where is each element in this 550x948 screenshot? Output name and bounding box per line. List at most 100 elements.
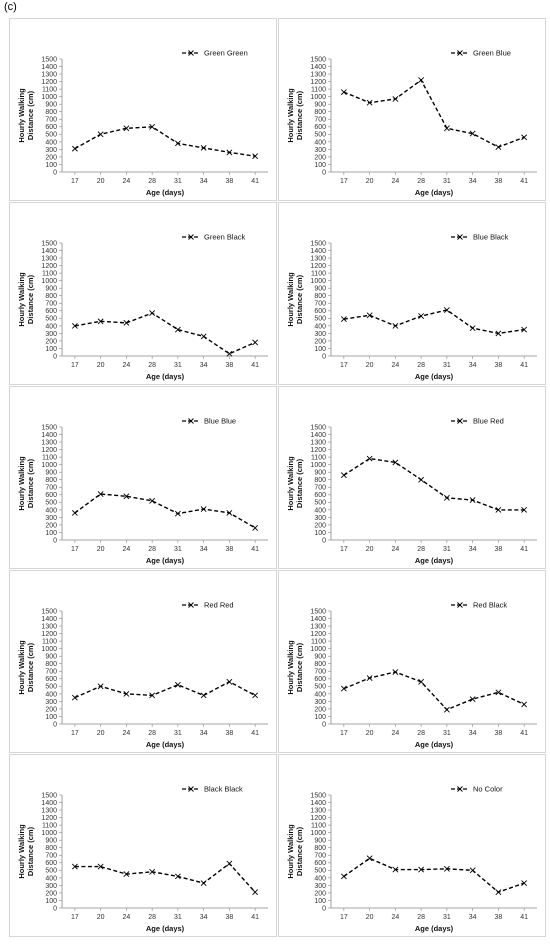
y-axis-label-line: Distance (cm): [295, 458, 304, 508]
data-point: [495, 689, 502, 696]
y-tick-label: 1400: [310, 800, 326, 807]
y-tick-label: 200: [314, 154, 326, 161]
x-tick-label: 20: [97, 546, 105, 553]
data-point: [149, 692, 156, 699]
data-point: [97, 863, 104, 870]
y-tick-label: 400: [314, 323, 326, 330]
y-tick-label: 1400: [41, 616, 57, 623]
data-point: [252, 889, 259, 896]
data-point: [340, 472, 347, 479]
x-tick-label: 34: [200, 730, 208, 737]
y-tick-label: 1300: [310, 71, 326, 78]
y-tick-label: 500: [45, 132, 57, 139]
data-point: [418, 476, 425, 483]
x-tick-label: 24: [391, 546, 399, 553]
x-tick-label: 24: [122, 546, 130, 553]
data-point: [226, 149, 233, 156]
x-axis-label: Age (days): [146, 740, 185, 749]
data-point: [521, 880, 528, 887]
data-point: [469, 696, 476, 703]
series-line: [343, 309, 525, 335]
y-tick-label: 800: [45, 845, 57, 852]
y-tick-label: 1500: [41, 56, 57, 63]
y-axis-label: Hourly WalkingDistance (cm): [17, 88, 35, 143]
y-tick-label: 200: [45, 706, 57, 713]
y-tick-label: 400: [45, 507, 57, 514]
y-tick-label: 0: [322, 537, 326, 544]
data-point: [123, 493, 130, 500]
x-axis-label: Age (days): [146, 372, 185, 381]
x-tick-label: 34: [469, 362, 477, 369]
y-axis-label-line: Distance (cm): [26, 458, 35, 508]
y-tick-label: 400: [314, 875, 326, 882]
y-axis-label-line: Distance (cm): [26, 90, 35, 140]
y-tick-label: 100: [314, 530, 326, 537]
legend-label: Blue Black: [473, 233, 509, 242]
y-tick-label: 500: [314, 500, 326, 507]
data-point: [392, 669, 399, 675]
y-tick-label: 200: [45, 154, 57, 161]
y-tick-label: 1100: [311, 271, 326, 278]
y-tick-label: 600: [45, 676, 57, 683]
series-line: [74, 862, 256, 893]
y-tick-label: 1200: [41, 447, 57, 454]
y-axis-label: Hourly WalkingDistance (cm): [286, 640, 304, 695]
y-tick-label: 300: [314, 515, 326, 522]
x-tick-label: 17: [71, 362, 79, 369]
x-tick-label: 24: [391, 178, 399, 185]
legend-marker: [188, 418, 194, 424]
data-point: [418, 678, 425, 685]
series-line: [74, 493, 256, 529]
y-tick-label: 100: [45, 162, 57, 169]
y-tick-label: 900: [314, 286, 326, 293]
data-point: [521, 701, 528, 708]
x-axis-label: Age (days): [146, 556, 185, 565]
chart-grid: 0 100 200 300 400 500 600 700 800 900 1000 1100 1200…: [9, 18, 547, 940]
x-tick-label: 41: [520, 178, 528, 185]
y-tick-label: 200: [314, 706, 326, 713]
data-point: [174, 510, 181, 517]
data-point: [521, 326, 528, 333]
data-point: [392, 322, 399, 329]
y-tick-label: 700: [45, 301, 57, 308]
x-tick-label: 34: [469, 914, 477, 921]
x-tick-label: 20: [97, 730, 105, 737]
chart-svg: 0100200300400500600700800900100011001200…: [17, 233, 268, 381]
x-tick-label: 20: [97, 178, 105, 185]
data-point: [200, 144, 207, 151]
y-tick-label: 900: [45, 286, 57, 293]
data-point: [200, 333, 207, 340]
y-tick-label: 1100: [42, 271, 57, 278]
y-tick-label: 100: [314, 346, 326, 353]
y-tick-label: 1200: [310, 263, 326, 270]
y-tick-label: 500: [314, 684, 326, 691]
y-tick-label: 1100: [311, 455, 326, 462]
data-point: [97, 491, 104, 497]
series-line: [343, 79, 525, 148]
y-tick-label: 600: [45, 492, 57, 499]
y-tick-label: 900: [314, 838, 326, 845]
y-tick-label: 1000: [41, 462, 57, 469]
y-tick-label: 1000: [41, 646, 57, 653]
y-tick-label: 1300: [41, 255, 57, 262]
y-tick-label: 500: [45, 500, 57, 507]
y-axis-label: Hourly WalkingDistance (cm): [286, 272, 304, 327]
x-tick-label: 34: [469, 178, 477, 185]
x-axis-label: Age (days): [415, 188, 454, 197]
chart-svg: 0100200300400500600700800900100011001200…: [17, 49, 268, 197]
y-tick-label: 700: [314, 301, 326, 308]
y-tick-label: 1100: [311, 87, 326, 94]
x-tick-label: 38: [494, 178, 502, 185]
data-point: [418, 313, 425, 319]
legend-label: Red Red: [204, 601, 234, 610]
y-tick-label: 1200: [310, 631, 326, 638]
data-point: [252, 153, 259, 160]
x-axis-label: Age (days): [146, 924, 185, 933]
x-tick-label: 41: [251, 914, 259, 921]
y-tick-label: 300: [314, 699, 326, 706]
legend-label: Green Blue: [473, 49, 511, 58]
y-axis-label-line: Distance (cm): [26, 826, 35, 876]
chart-panel: 0 100 200 300 400 500 600 700 800 900 1000 1100 1200…: [9, 18, 277, 201]
y-tick-label: 1000: [41, 278, 57, 285]
data-point: [97, 131, 104, 138]
